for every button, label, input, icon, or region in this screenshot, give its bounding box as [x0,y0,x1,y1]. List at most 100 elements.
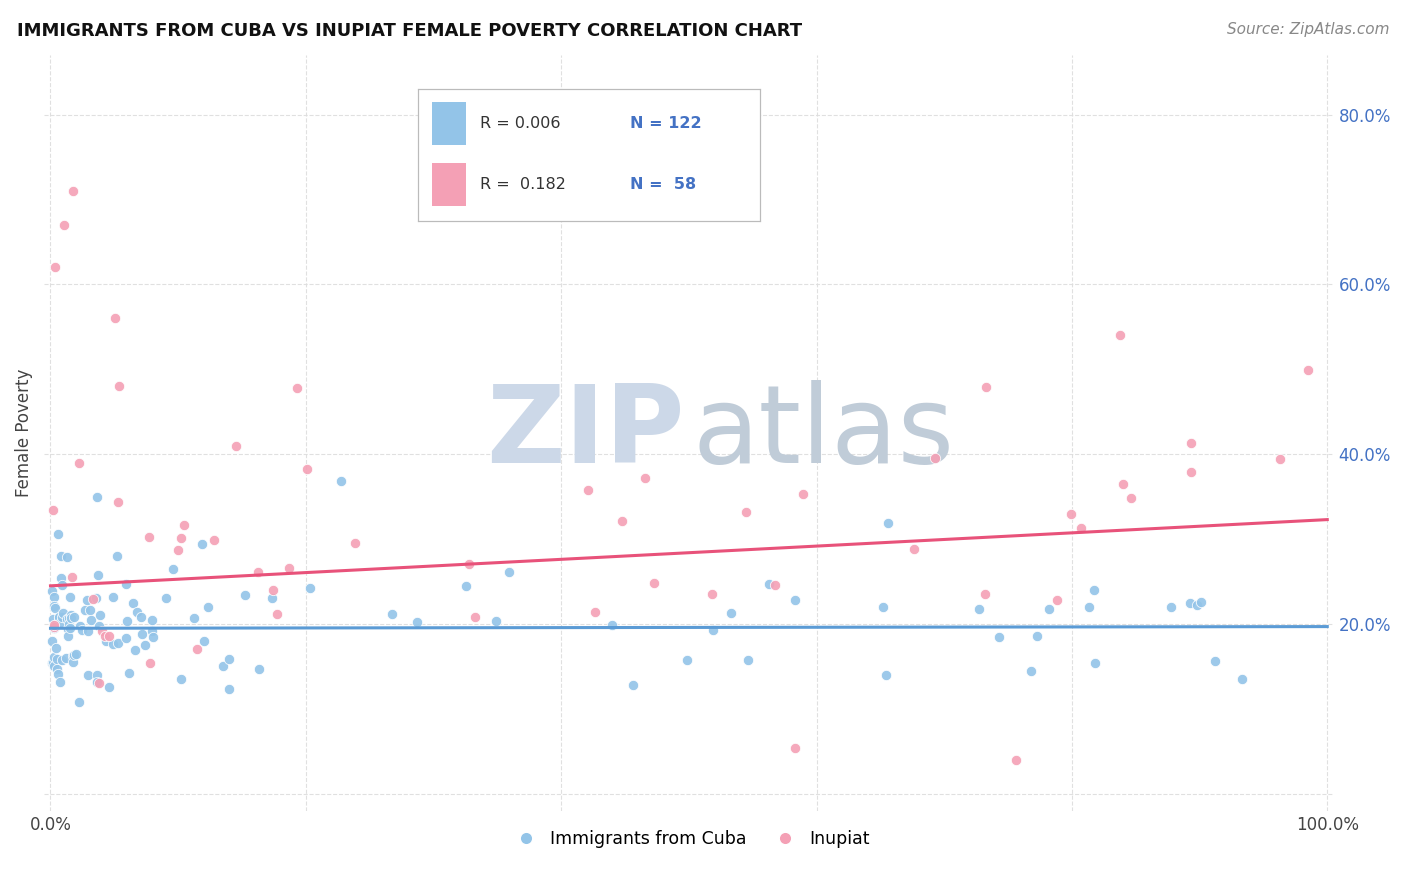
Point [1189,595,1212,609]
Point [115,614,138,628]
Point [58,590,80,604]
Point [107,379,129,393]
Point [1083,583,1105,598]
Point [97,629,120,643]
Point [1060,507,1083,521]
Point [86,490,108,504]
Point [49,615,72,629]
Point [974,380,997,394]
Point [457,558,479,572]
Point [1112,476,1135,491]
Point [141,613,163,627]
Point [737,653,759,667]
Point [183,611,205,625]
Point [720,606,742,620]
Point [49,674,72,689]
Point [69,618,91,632]
Point [44,260,66,275]
Point [634,471,657,485]
Point [104,311,127,326]
Point [162,562,184,576]
Point [114,631,136,645]
Point [734,505,756,519]
Point [42,621,65,635]
Point [51,652,73,666]
Point [56,629,79,643]
Point [266,607,288,621]
Point [454,579,477,593]
Point [875,667,897,681]
Legend: Immigrants from Cuba, Inupiat: Immigrants from Cuba, Inupiat [502,823,876,855]
Point [58,617,80,632]
Point [702,586,724,600]
Point [52,606,75,620]
Point [277,561,299,575]
Text: Source: ZipAtlas.com: Source: ZipAtlas.com [1226,22,1389,37]
Point [98,681,121,695]
Point [46,666,69,681]
Point [621,678,644,692]
Point [86,591,108,605]
Point [1230,673,1253,687]
Point [485,614,508,628]
Point [763,578,786,592]
Point [785,741,807,756]
Point [49,549,72,564]
Point [122,596,145,610]
Point [1180,465,1202,479]
Point [94,629,117,643]
Point [170,531,193,545]
Point [974,587,997,601]
Point [138,530,160,544]
Point [1298,363,1320,377]
Point [42,502,65,516]
Point [107,495,129,509]
Point [405,615,427,629]
Point [44,618,66,632]
Point [44,650,66,665]
Point [295,462,318,476]
Point [1180,435,1202,450]
Point [65,647,87,661]
Point [62,655,84,669]
Point [56,622,79,636]
Point [129,610,152,624]
Point [197,599,219,614]
Point [344,536,367,550]
Point [924,450,946,465]
Point [75,603,97,617]
Point [233,588,256,602]
Point [785,593,807,607]
Point [1019,664,1042,678]
Point [42,656,65,670]
Point [583,605,606,619]
Point [792,487,814,501]
Point [676,653,699,667]
Point [62,648,84,663]
Point [48,611,70,625]
Point [42,612,65,626]
Point [67,695,90,709]
Point [45,652,67,666]
Point [94,633,117,648]
Point [193,633,215,648]
Point [42,590,65,604]
Point [464,610,486,624]
Point [202,533,225,547]
Point [118,665,141,680]
Point [103,637,125,651]
Point [89,608,111,623]
Point [218,682,240,697]
Point [1038,602,1060,616]
Point [53,218,76,232]
Point [42,599,65,613]
Point [67,456,90,470]
Point [576,483,599,497]
Point [1119,491,1142,505]
Point [498,565,520,579]
Point [247,565,270,579]
Point [1204,653,1226,667]
Point [124,642,146,657]
Point [45,640,67,655]
Point [82,592,104,607]
